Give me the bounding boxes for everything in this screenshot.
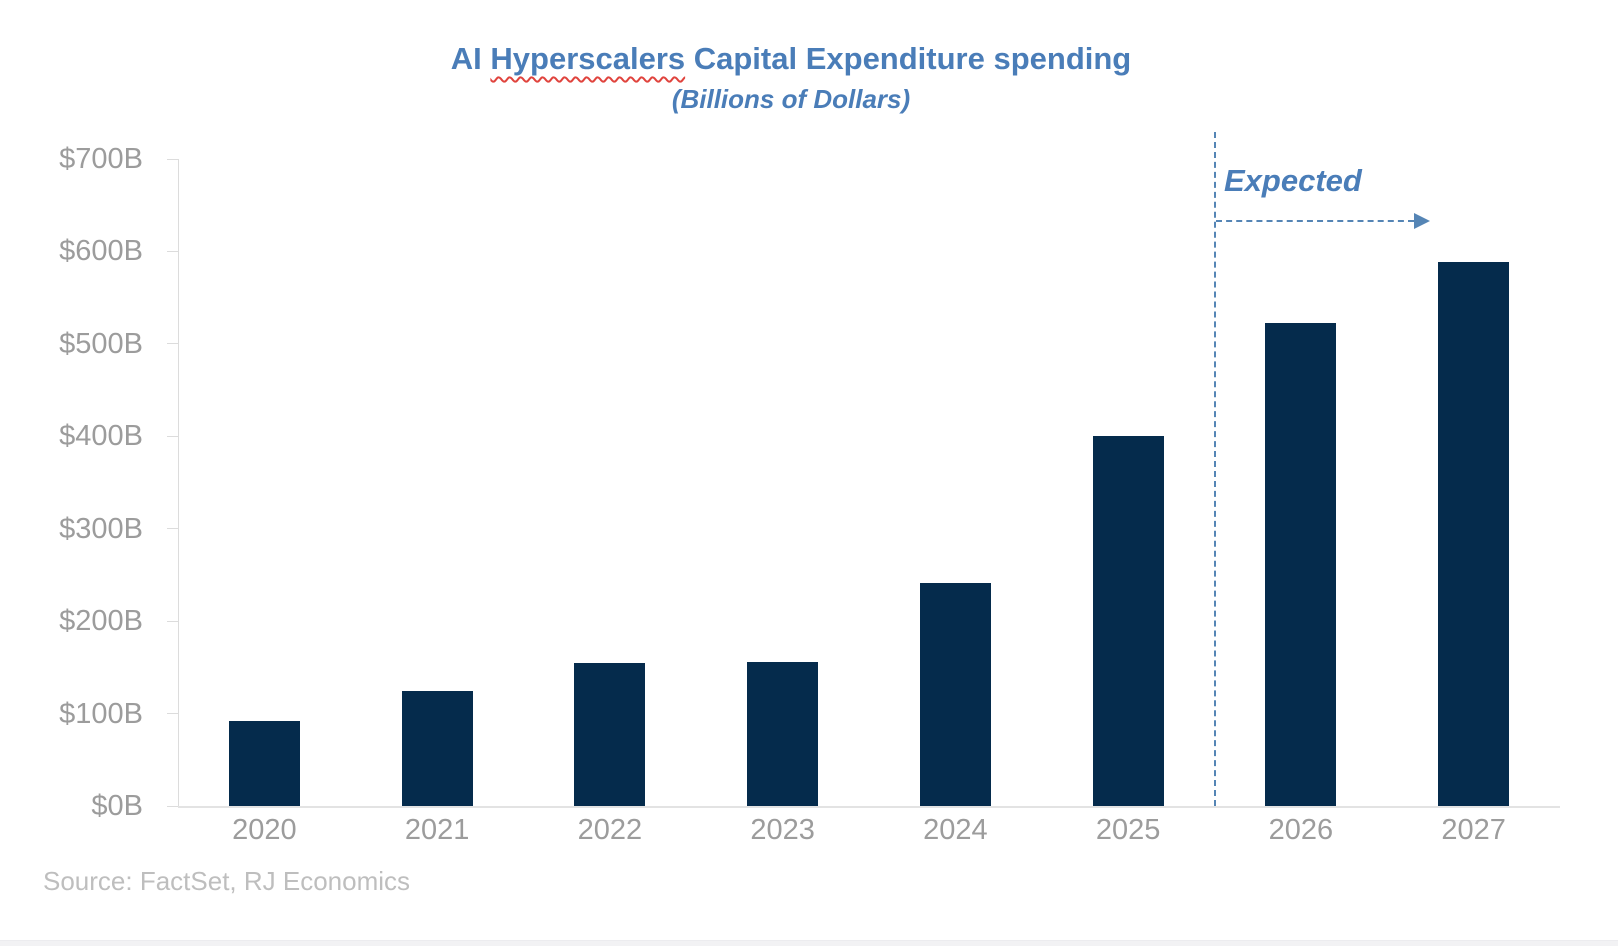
chart-title: AI Hyperscalers Capital Expenditure spen… bbox=[451, 41, 1131, 77]
y-axis-label-$400B: $400B bbox=[59, 420, 143, 453]
y-axis-line bbox=[178, 159, 179, 807]
x-axis-label-2020: 2020 bbox=[232, 814, 297, 846]
chart-subtitle: (Billions of Dollars) bbox=[671, 84, 911, 114]
x-axis-line bbox=[178, 806, 1560, 808]
y-tick-mark-$200B bbox=[167, 620, 178, 622]
y-tick-mark-$700B bbox=[167, 158, 178, 160]
bar-2024 bbox=[919, 583, 991, 806]
y-axis-label-$0B: $0B bbox=[91, 790, 143, 822]
bar-2021 bbox=[401, 691, 473, 806]
x-axis-label-2026: 2026 bbox=[1268, 814, 1334, 846]
y-axis-label-$300B: $300B bbox=[59, 512, 143, 545]
y-tick-mark-$500B bbox=[167, 343, 178, 345]
y-tick-mark-$300B bbox=[167, 528, 178, 530]
bar-2026 bbox=[1265, 322, 1337, 806]
x-axis-label-2023: 2023 bbox=[750, 814, 815, 846]
bar-2023 bbox=[747, 661, 819, 806]
y-tick-mark-$400B bbox=[167, 435, 178, 437]
misspelled-word-hyperscalers: Hyperscalers bbox=[490, 41, 686, 76]
chart-title-suffix: Capital Expenditure spending bbox=[685, 41, 1132, 76]
y-axis-label-$100B: $100B bbox=[59, 697, 143, 730]
x-axis-label-2027: 2027 bbox=[1441, 814, 1506, 846]
x-axis-label-2024: 2024 bbox=[923, 814, 988, 846]
y-axis-label-$200B: $200B bbox=[59, 605, 143, 638]
source-note: Source: FactSet, RJ Economics bbox=[43, 866, 411, 896]
y-axis-label-$500B: $500B bbox=[59, 327, 143, 360]
chart-title-prefix: AI bbox=[450, 41, 491, 76]
expected-label: Expected bbox=[1224, 163, 1362, 198]
expected-separator-dashed-line bbox=[1214, 132, 1216, 806]
y-tick-mark-$600B bbox=[167, 250, 178, 252]
x-axis-label-2025: 2025 bbox=[1095, 814, 1161, 846]
bar-2025 bbox=[1092, 436, 1164, 806]
y-axis-label-$600B: $600B bbox=[59, 235, 143, 268]
y-tick-mark-$100B bbox=[167, 713, 178, 715]
bottom-edge-strip bbox=[0, 940, 1618, 946]
bar-2027 bbox=[1438, 261, 1510, 806]
y-axis-label-$700B: $700B bbox=[59, 143, 143, 175]
expected-dashed-arrow bbox=[1216, 213, 1430, 229]
bar-2020 bbox=[228, 720, 300, 806]
bar-2022 bbox=[574, 662, 646, 806]
arrow-head-icon bbox=[1414, 213, 1430, 229]
y-tick-mark-$0B bbox=[167, 805, 178, 807]
x-axis-label-2021: 2021 bbox=[404, 814, 470, 846]
x-axis-label-2022: 2022 bbox=[577, 814, 643, 846]
